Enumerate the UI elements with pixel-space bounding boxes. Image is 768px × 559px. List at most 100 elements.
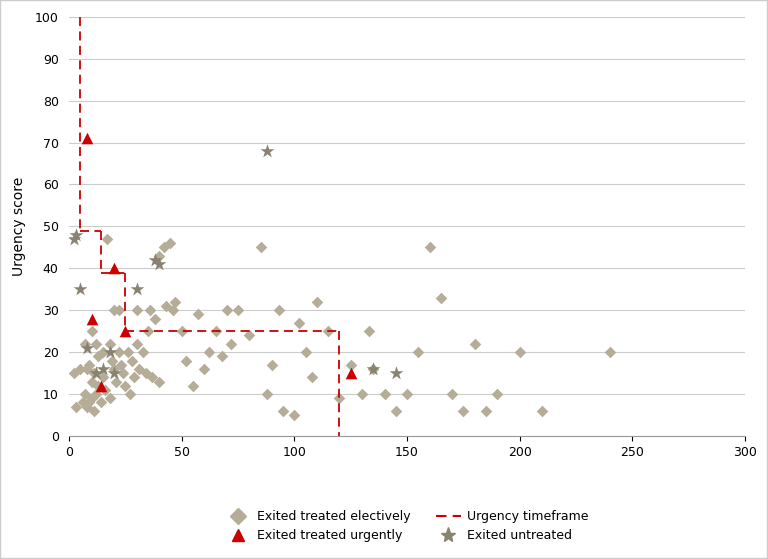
Point [293, 319, 305, 328]
Point [70, 230, 82, 239]
Point [604, 348, 616, 357]
Point [131, 306, 143, 315]
Point [379, 390, 391, 399]
Point [131, 339, 143, 348]
Point [300, 348, 312, 357]
Point [232, 306, 244, 315]
Point [164, 239, 177, 248]
Point [261, 390, 273, 399]
Point [401, 390, 413, 399]
Point [104, 394, 116, 402]
Point [266, 361, 278, 369]
Point [356, 390, 368, 399]
Point [104, 339, 116, 348]
Point [70, 402, 82, 411]
Point [113, 348, 125, 357]
Point [106, 356, 118, 365]
Point [322, 326, 334, 335]
Point [536, 406, 548, 415]
Point [85, 394, 98, 402]
Point [85, 377, 98, 386]
Point [277, 406, 290, 415]
Point [243, 331, 256, 340]
Legend: Exited treated electively, Exited treated urgently, Urgency timeframe, Exited un: Exited treated electively, Exited treate… [220, 505, 594, 547]
Point [216, 352, 228, 361]
Point [90, 369, 102, 378]
Point [254, 243, 266, 252]
Point [153, 252, 165, 260]
Point [148, 255, 161, 264]
Point [94, 398, 107, 407]
Point [225, 339, 237, 348]
Point [104, 348, 116, 357]
Point [81, 134, 93, 143]
Point [176, 326, 188, 335]
Point [203, 348, 215, 357]
Point [144, 306, 157, 315]
Point [210, 326, 222, 335]
Point [412, 348, 425, 357]
Point [92, 352, 104, 361]
Point [99, 386, 111, 395]
Point [167, 306, 179, 315]
Point [306, 373, 319, 382]
Point [83, 398, 95, 407]
Point [153, 260, 165, 269]
Point [77, 398, 89, 407]
Point [261, 146, 273, 155]
Point [157, 243, 170, 252]
Point [97, 373, 109, 382]
Point [288, 410, 300, 419]
Point [220, 306, 233, 315]
Point [108, 364, 121, 373]
Point [97, 364, 109, 373]
Point [92, 381, 104, 390]
Point [128, 373, 141, 382]
Point [180, 356, 193, 365]
Point [345, 369, 357, 378]
Point [126, 356, 138, 365]
Y-axis label: Urgency score: Urgency score [12, 177, 26, 276]
Point [114, 361, 127, 369]
Point [74, 364, 87, 373]
Point [108, 369, 121, 378]
Point [111, 377, 123, 386]
Point [345, 361, 357, 369]
Point [480, 406, 492, 415]
Point [108, 264, 121, 273]
Point [457, 406, 469, 415]
Point [311, 297, 323, 306]
Point [74, 285, 87, 294]
Point [160, 302, 172, 311]
Point [187, 381, 199, 390]
Point [79, 339, 91, 348]
Point [198, 364, 210, 373]
Point [131, 285, 143, 294]
Point [142, 326, 154, 335]
Point [81, 402, 93, 411]
Point [117, 369, 129, 378]
Point [140, 369, 152, 378]
Point [119, 326, 131, 335]
Point [148, 314, 161, 323]
Point [191, 310, 204, 319]
Point [389, 369, 402, 378]
Point [169, 297, 181, 306]
Point [468, 339, 481, 348]
Point [101, 235, 114, 244]
Point [435, 293, 447, 302]
Point [491, 390, 503, 399]
Point [108, 306, 121, 315]
Point [446, 390, 458, 399]
Point [85, 314, 98, 323]
Point [367, 364, 379, 373]
Point [113, 306, 125, 315]
Point [153, 377, 165, 386]
Point [90, 339, 102, 348]
Point [362, 326, 375, 335]
Point [514, 348, 526, 357]
Point [137, 348, 150, 357]
Point [90, 390, 102, 399]
Point [83, 361, 95, 369]
Point [88, 369, 100, 378]
